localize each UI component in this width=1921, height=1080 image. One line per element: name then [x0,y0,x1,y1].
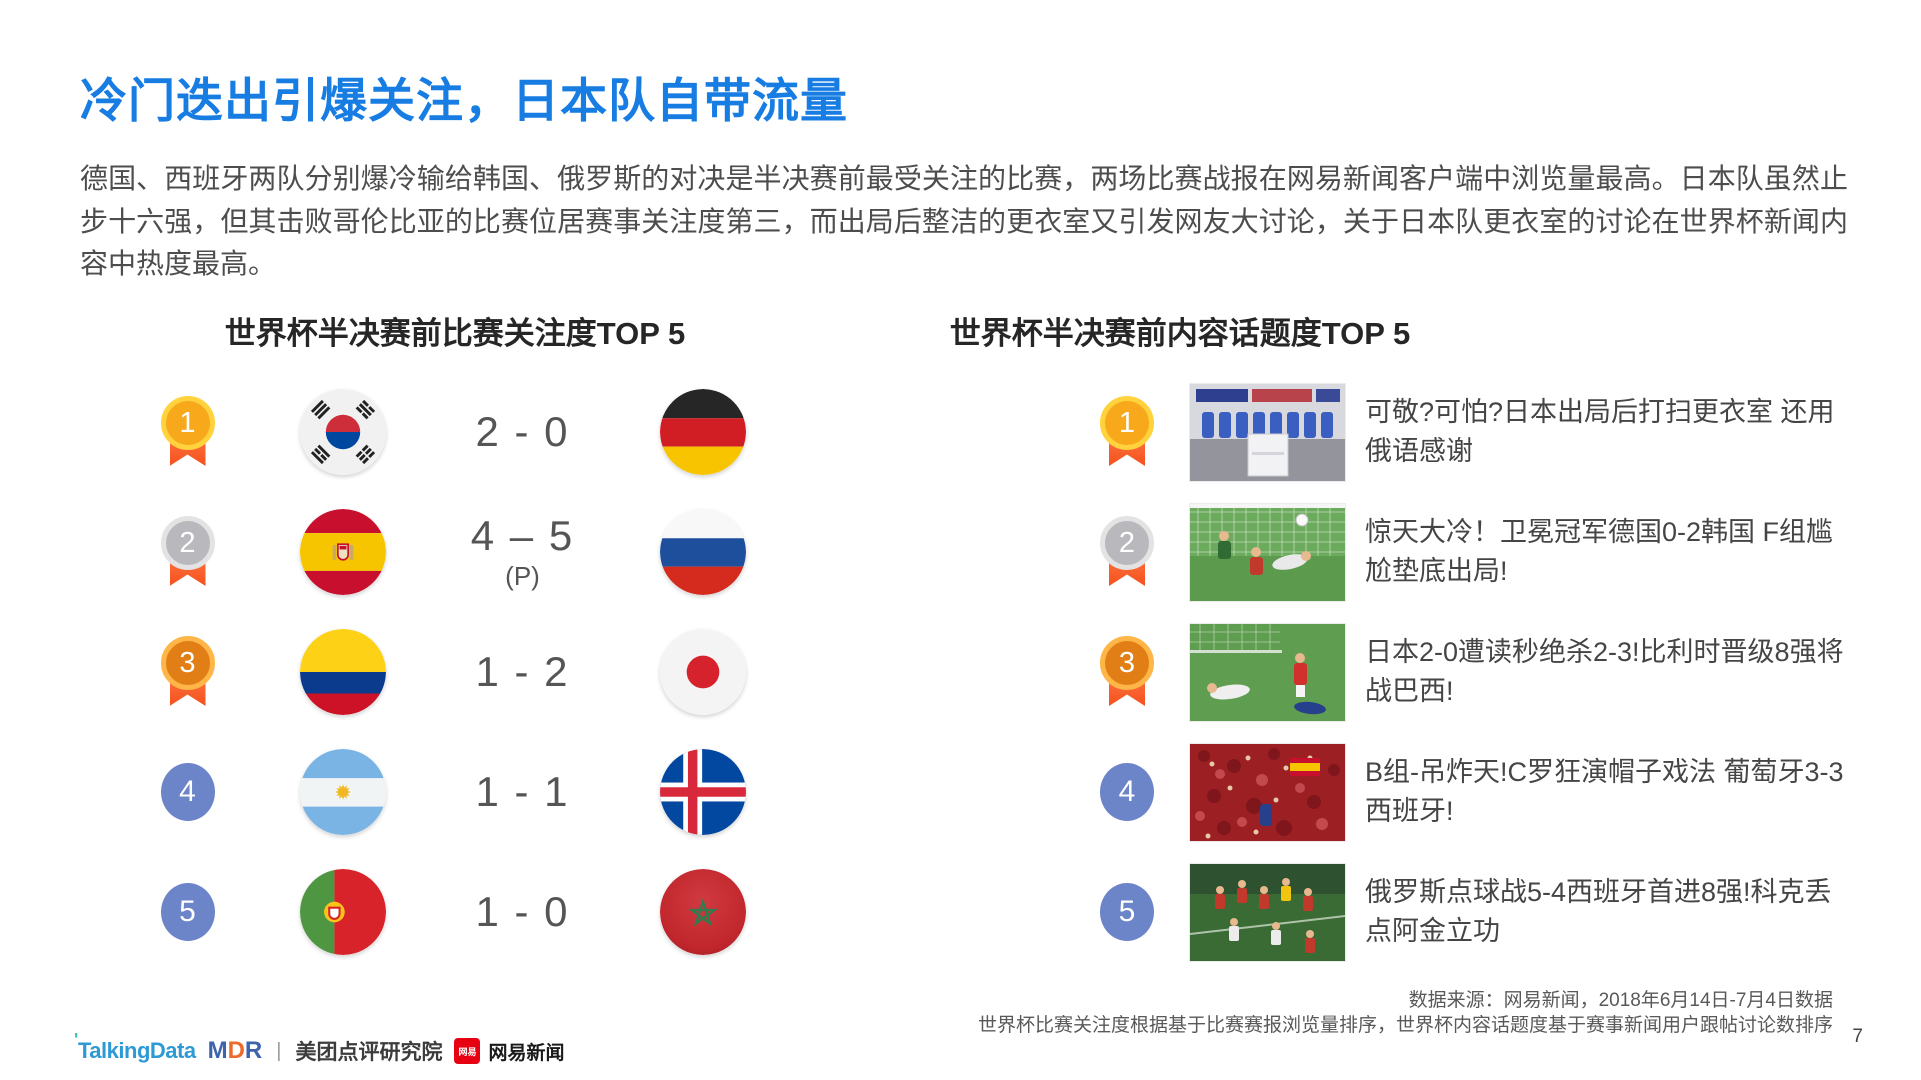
logo-divider: | [276,1039,282,1062]
argentina-flag-icon [299,749,386,835]
footer-logos: ' TalkingData MDR | 美团点评研究院 网易 网易新闻 [74,1030,565,1066]
gold-medal-icon: 1 [1100,396,1154,468]
locker-room-photo [1190,383,1345,481]
match-score: 1 - 1 [475,768,570,815]
match-score: 1 - 0 [475,888,570,935]
netease-news-label: 网易新闻 [488,1042,565,1064]
topic-row-1: 1 可敬?可怕?日本出局后打扫更衣室 还用俄语感谢 [1088,372,1848,492]
rank-number: 1 [160,396,215,450]
rank-badge: 4 [160,763,215,821]
rank-number: 2 [1100,516,1154,570]
silver-medal-icon: 2 [160,516,215,588]
right-section-header: 世界杯半决赛前内容话题度TOP 5 [949,316,1411,351]
mdr-logo: MDR [207,1037,263,1064]
portugal-flag-icon [299,869,386,955]
topic-row-4: 4 [1088,732,1848,852]
rank-number: 3 [1100,636,1154,690]
topic-row-5: 5 俄罗斯点球战5-4西班牙首进8强!科克丢点阿金立功 [1088,852,1848,972]
iceland-flag-icon [659,749,746,835]
japan-flag-icon [659,629,746,715]
news-headline: 俄罗斯点球战5-4西班牙首进8强!科克丢点阿金立功 [1365,876,1832,946]
source-line-2: 世界杯比赛关注度根据基于比赛赛报浏览量排序，世界杯内容话题度基于赛事新闻用户跟帖… [977,1015,1833,1037]
left-section-header: 世界杯半决赛前比赛关注度TOP 5 [224,316,686,351]
rank-badge: 5 [1100,883,1154,941]
rank-badge: 4 [1100,763,1154,821]
colombia-flag-icon [299,629,386,715]
rank-number: 3 [160,636,215,690]
night-celebration-photo [1190,863,1345,961]
topic-row-2: 2 惊天大冷！卫冕冠军德国0-2韩国 F组尴尬垫底出局! [1088,492,1848,612]
news-headline: 惊天大冷！卫冕冠军德国0-2韩国 F组尴尬垫底出局! [1365,516,1834,586]
players-on-pitch-photo [1190,623,1345,721]
match-score: 2 - 0 [475,408,570,455]
match-row-2: 2 4 – 5 (P) [115,492,805,612]
rank-badge: 5 [160,883,215,941]
news-headline: 可敬?可怕?日本出局后打扫更衣室 还用俄语感谢 [1365,396,1835,466]
netease-logo-icon: 网易 [454,1038,481,1064]
rank-number: 1 [1100,396,1154,450]
goal-net-photo [1190,503,1345,601]
talkingdata-tick-icon: ' [74,1030,78,1050]
bronze-medal-icon: 3 [160,636,215,708]
rank-number: 2 [160,516,215,570]
germany-flag-icon [659,389,746,475]
talkingdata-logo: ' TalkingData [74,1030,196,1063]
match-row-5: 5 1 - 0 [115,852,805,972]
topic-ranking-list: 1 可敬?可怕?日本出局后打扫更衣室 还用俄语感谢 [1088,372,1848,972]
bronze-medal-icon: 3 [1100,636,1154,708]
topic-row-3: 3 日本2-0遭读秒绝杀2-3!比利时晋级8强将战巴西! [1088,612,1848,732]
news-headline: 日本2-0遭读秒绝杀2-3!比利时晋级8强将战巴西! [1365,636,1844,706]
match-score: 1 - 2 [475,648,570,695]
morocco-flag-icon [659,869,746,955]
match-row-1: 1 [115,372,805,492]
data-source-note: 数据来源：网易新闻，2018年6月14日-7月4日数据 世界杯比赛关注度根据基于… [978,988,1833,1038]
silver-medal-icon: 2 [1100,516,1154,588]
red-crowd-photo [1190,743,1345,841]
penalty-note: (P) [505,561,540,591]
intro-paragraph: 德国、西班牙两队分别爆冷输给韩国、俄罗斯的对决是半决赛前最受关注的比赛，两场比赛… [80,163,1848,280]
page-number: 7 [1852,1026,1863,1047]
south-korea-flag-icon [299,389,386,475]
match-ranking-list: 1 [115,372,805,972]
match-row-4: 4 1 - 1 [115,732,805,852]
meituan-dianping-institute-label: 美团点评研究院 [295,1041,443,1064]
source-line-1: 数据来源：网易新闻，2018年6月14日-7月4日数据 [1408,990,1833,1011]
spain-flag-icon [299,509,386,595]
page-title: 冷门迭出引爆关注，日本队自带流量 [80,74,848,127]
match-score: 4 – 5 (P) [425,515,620,591]
match-row-3: 3 1 - 2 [115,612,805,732]
gold-medal-icon: 1 [160,396,215,468]
news-headline: B组-吊炸天!C罗狂演帽子戏法 葡萄牙3-3西班牙! [1365,756,1844,826]
russia-flag-icon [659,509,746,595]
